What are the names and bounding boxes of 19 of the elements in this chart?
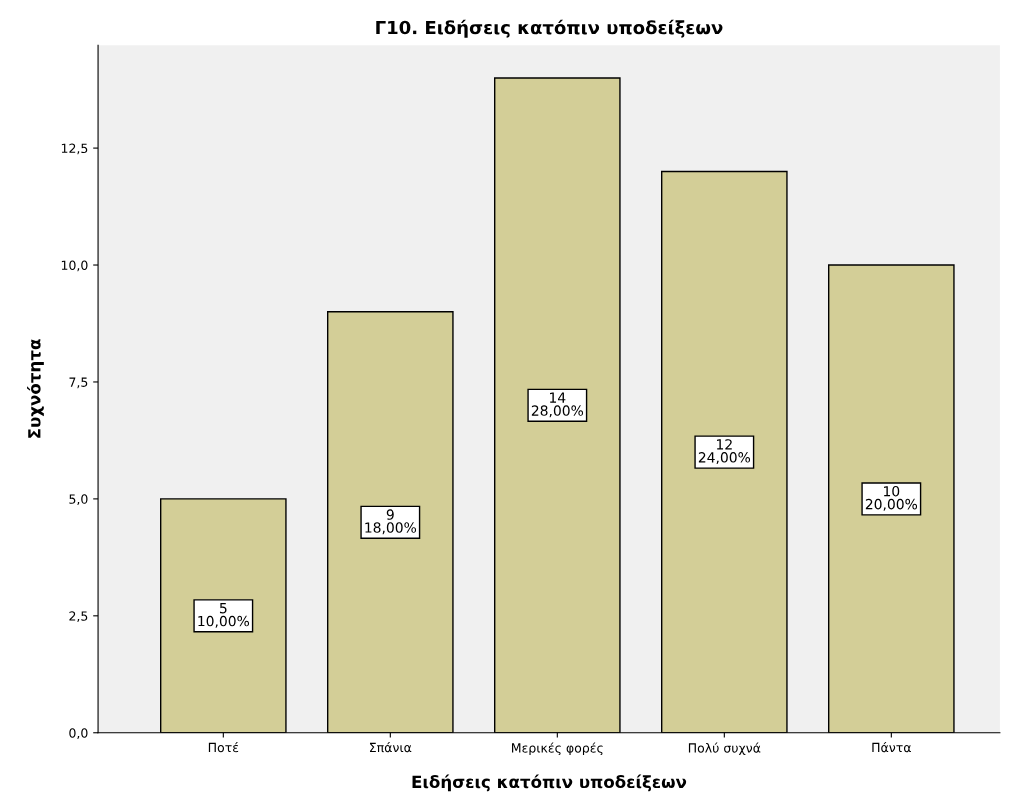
x-axis-title: Ειδήσεις κατόπιν υποδείξεων xyxy=(412,774,687,792)
data-label: 9 18,00% xyxy=(365,509,417,535)
chart-title: Γ10. Ειδήσεις κατόπιν υποδείξεων xyxy=(376,19,723,38)
y-tick-label: 7,5 xyxy=(69,377,88,389)
data-label: 14 28,00% xyxy=(531,392,584,418)
x-tick-label: Ποτέ xyxy=(208,741,239,753)
x-tick-label: Πολύ συχνά xyxy=(688,742,761,756)
y-tick-label: 5,0 xyxy=(69,494,88,506)
y-tick-label: 10,0 xyxy=(61,260,88,272)
data-label: 5 10,00% xyxy=(198,603,250,628)
y-tick-label: 0,0 xyxy=(69,728,88,739)
y-tick-label: 2,5 xyxy=(69,611,88,623)
data-label: 10 20,00% xyxy=(865,485,918,511)
x-tick-label: Σπάνια xyxy=(369,741,412,753)
y-tick-label: 12,5 xyxy=(61,143,88,155)
y-axis-title: Συχνότητα xyxy=(27,339,44,438)
data-label: 12 24,00% xyxy=(698,439,751,465)
x-tick-label: Πάντα xyxy=(872,741,911,753)
x-tick-label: Μερικές φορές xyxy=(512,742,603,756)
